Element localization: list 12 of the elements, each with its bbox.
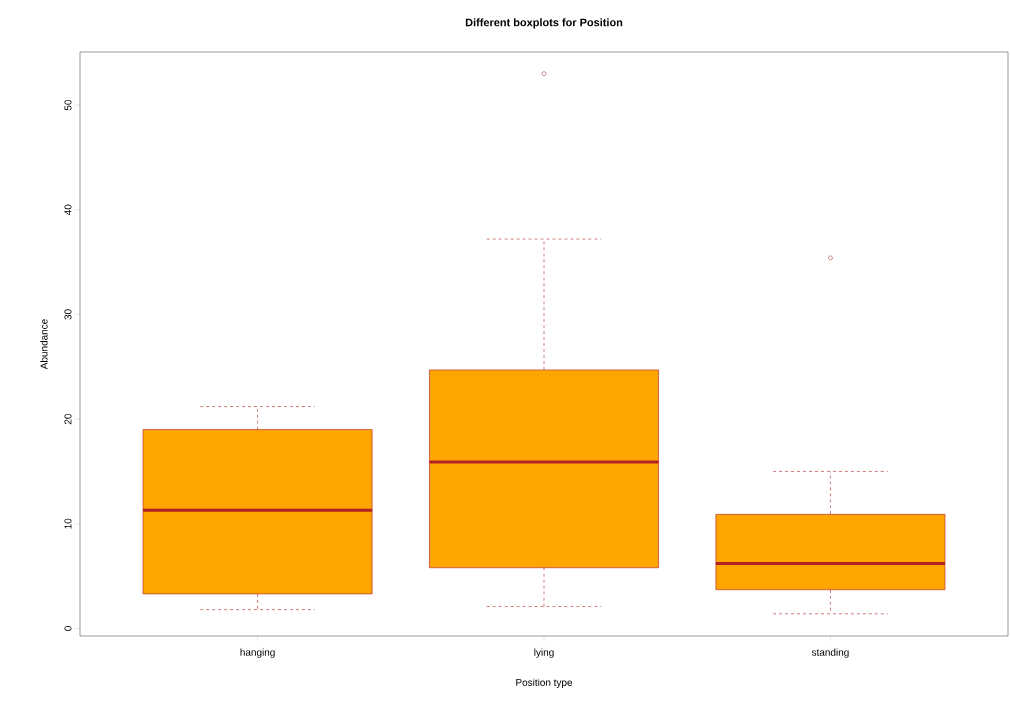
x-tick-label: standing	[811, 648, 849, 658]
y-tick-label: 0	[64, 626, 72, 631]
y-tick-label: 30	[64, 309, 72, 320]
chart-title: Different boxplots for Position	[465, 18, 623, 29]
x-axis-title: Position type	[516, 678, 573, 688]
y-tick-label: 20	[64, 413, 72, 425]
y-axis-title: Abundance	[40, 319, 48, 370]
x-tick-label: hanging	[240, 648, 275, 658]
x-tick-label: lying	[534, 648, 554, 658]
y-tick-label: 10	[64, 518, 72, 529]
y-tick-label: 40	[64, 204, 72, 216]
y-tick-label: 50	[64, 99, 72, 111]
